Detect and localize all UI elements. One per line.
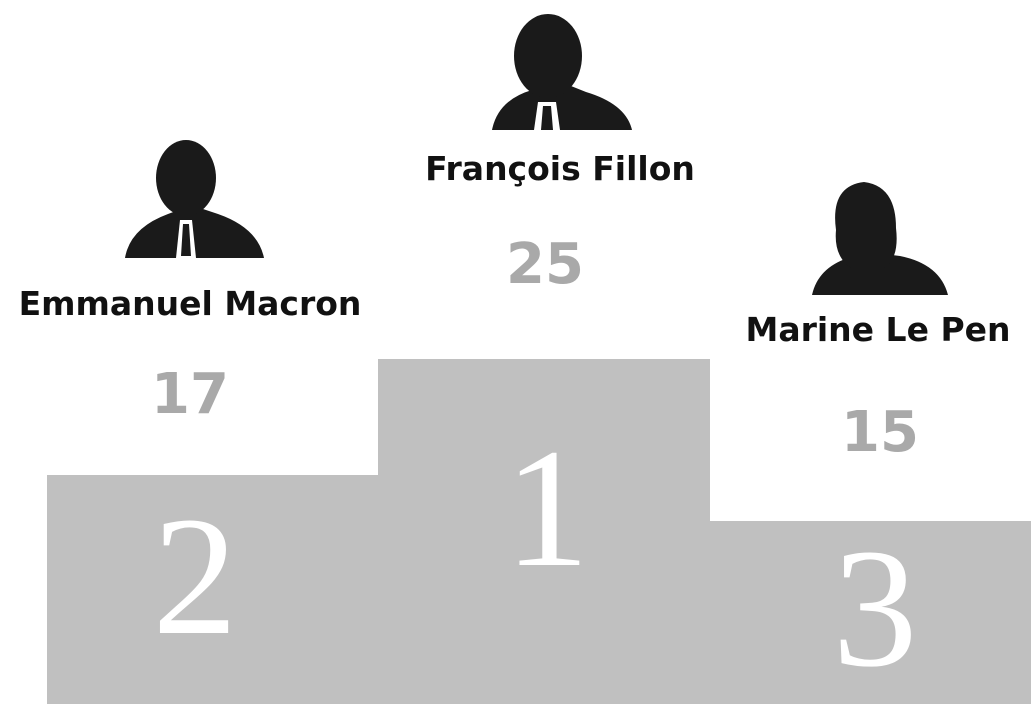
place-number: 3 [833,514,918,702]
place-number: 2 [153,482,238,670]
podium-step [378,359,710,704]
portrait [812,182,948,295]
score: 25 [506,232,584,297]
candidate-name: Emmanuel Macron [19,284,362,323]
score: 15 [841,400,919,465]
place-number: 1 [505,414,590,602]
score: 17 [151,362,229,427]
podium-step [709,521,1031,704]
podium-step [47,475,379,704]
portrait [125,140,264,258]
candidate-name: Marine Le Pen [745,310,1010,349]
candidate-name: François Fillon [425,149,695,188]
portrait [492,14,632,130]
